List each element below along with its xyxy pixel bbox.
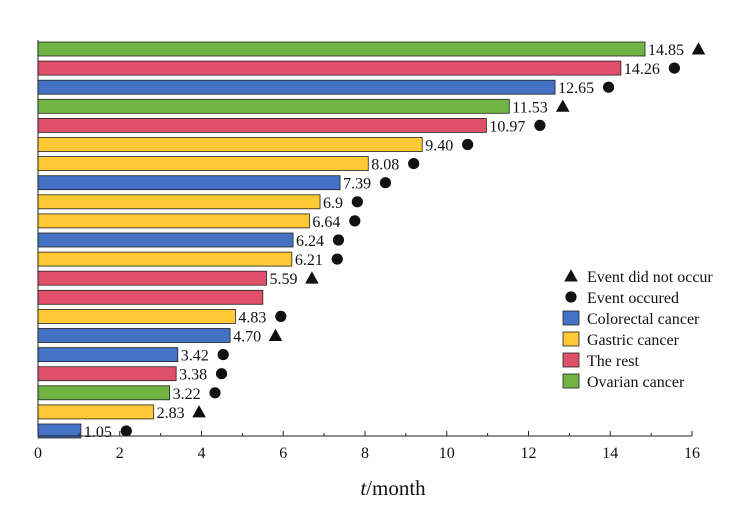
event-occured-marker bbox=[351, 196, 363, 208]
bar-16 bbox=[37, 328, 231, 343]
bar-value-label: 14.85 bbox=[648, 42, 684, 59]
bar-20 bbox=[37, 404, 155, 420]
event-occured-marker bbox=[602, 81, 615, 93]
event-occured-marker bbox=[349, 215, 361, 227]
legend-swatch bbox=[562, 373, 580, 389]
bar-value-label: 3.22 bbox=[173, 386, 201, 403]
legend-label: The rest bbox=[587, 353, 640, 370]
event-not-occur-marker bbox=[305, 271, 319, 284]
event-not-occur-marker bbox=[691, 42, 706, 55]
x-tick-label: 4 bbox=[198, 445, 206, 462]
x-tick-label: 8 bbox=[361, 445, 369, 462]
bar-value-label: 7.39 bbox=[343, 176, 371, 193]
event-occured-marker bbox=[332, 234, 345, 246]
event-occured-marker bbox=[217, 349, 229, 361]
legend-circle-marker bbox=[565, 291, 577, 303]
event-occured-marker bbox=[668, 62, 680, 74]
x-axis-label-unit: /month bbox=[366, 476, 426, 500]
bar-7 bbox=[37, 156, 369, 172]
legend: Event did not occur Event occured Colorect… bbox=[562, 269, 713, 391]
x-tick-label: 6 bbox=[279, 445, 287, 462]
x-tick-label: 12 bbox=[521, 445, 537, 462]
bar-1 bbox=[37, 41, 646, 57]
legend-label: Event occured bbox=[587, 290, 679, 307]
bar-12 bbox=[37, 251, 293, 267]
x-axis-label-variable: t bbox=[360, 476, 367, 500]
bar-value-label: 3.42 bbox=[181, 348, 209, 365]
bar-value-label: 10.97 bbox=[489, 118, 525, 135]
event-not-occur-marker bbox=[192, 405, 206, 418]
x-tick-label: 14 bbox=[602, 445, 618, 462]
legend-swatch bbox=[562, 352, 580, 368]
event-not-occur-marker bbox=[555, 99, 570, 112]
bar-4 bbox=[37, 98, 510, 114]
legend-label: Ovarian cancer bbox=[587, 374, 685, 391]
bar-11 bbox=[37, 232, 294, 248]
bar-9 bbox=[37, 194, 321, 210]
event-occured-marker bbox=[331, 253, 343, 265]
bar-19 bbox=[37, 385, 171, 401]
bar-6 bbox=[37, 137, 423, 152]
bar-18 bbox=[37, 366, 177, 382]
event-not-occur-marker bbox=[268, 328, 283, 341]
legend-swatch bbox=[562, 331, 580, 347]
bar-10 bbox=[37, 213, 310, 229]
bar-value-label: 11.53 bbox=[512, 99, 547, 116]
event-occured-marker bbox=[275, 310, 287, 322]
legend-triangle-marker bbox=[564, 269, 578, 282]
bar-value-label: 2.83 bbox=[157, 405, 185, 422]
value-labels-layer: 14.85 14.26 12.65 11.53 10.97 9.40 8.087.396.9… bbox=[84, 42, 706, 441]
legend-label: Colorectal cancer bbox=[587, 311, 700, 328]
x-axis-label: t/month bbox=[360, 476, 426, 500]
x-tick-label: 10 bbox=[439, 445, 455, 462]
bar-13 bbox=[37, 270, 267, 286]
bar-17 bbox=[37, 347, 179, 363]
event-occured-marker bbox=[120, 425, 132, 437]
bar-value-label: 5.59 bbox=[269, 271, 297, 288]
bar-15 bbox=[37, 308, 236, 324]
bar-5 bbox=[37, 118, 487, 133]
legend-label: Event did not occur bbox=[587, 269, 713, 286]
bar-value-label: 4.70 bbox=[233, 329, 261, 346]
bar-value-label: 9.40 bbox=[425, 138, 453, 155]
bar-14 bbox=[37, 289, 264, 305]
bar-value-label: 8.08 bbox=[371, 157, 399, 174]
x-axis: 0 2 4 6 8 10 12 14 16 bbox=[34, 40, 700, 462]
x-tick-label: 16 bbox=[684, 445, 700, 462]
bar-3 bbox=[37, 79, 556, 95]
bar-value-label: 6.21 bbox=[295, 252, 323, 269]
bar-value-label: 1.05 bbox=[84, 424, 112, 441]
legend-label: Gastric cancer bbox=[587, 332, 680, 349]
bar-2 bbox=[37, 60, 622, 76]
bar-value-label: 6.9 bbox=[323, 195, 343, 212]
x-tick-label: 0 bbox=[34, 445, 42, 462]
bar-value-label: 6.24 bbox=[296, 233, 324, 250]
bar-value-label: 3.38 bbox=[179, 367, 207, 384]
legend-swatch bbox=[562, 310, 580, 326]
x-tick-label: 2 bbox=[116, 445, 124, 462]
event-occured-marker bbox=[215, 368, 228, 380]
bar-value-label: 12.65 bbox=[558, 80, 594, 97]
event-occured-marker bbox=[408, 158, 420, 170]
bar-value-label: 6.64 bbox=[312, 214, 340, 231]
event-occured-marker bbox=[209, 387, 221, 399]
bar-8 bbox=[37, 175, 341, 191]
event-occured-marker bbox=[534, 119, 546, 131]
event-occured-marker bbox=[462, 138, 474, 151]
event-occured-marker bbox=[379, 177, 392, 189]
bar-value-label: 4.83 bbox=[238, 309, 266, 326]
bar-value-label: 14.26 bbox=[624, 61, 660, 78]
